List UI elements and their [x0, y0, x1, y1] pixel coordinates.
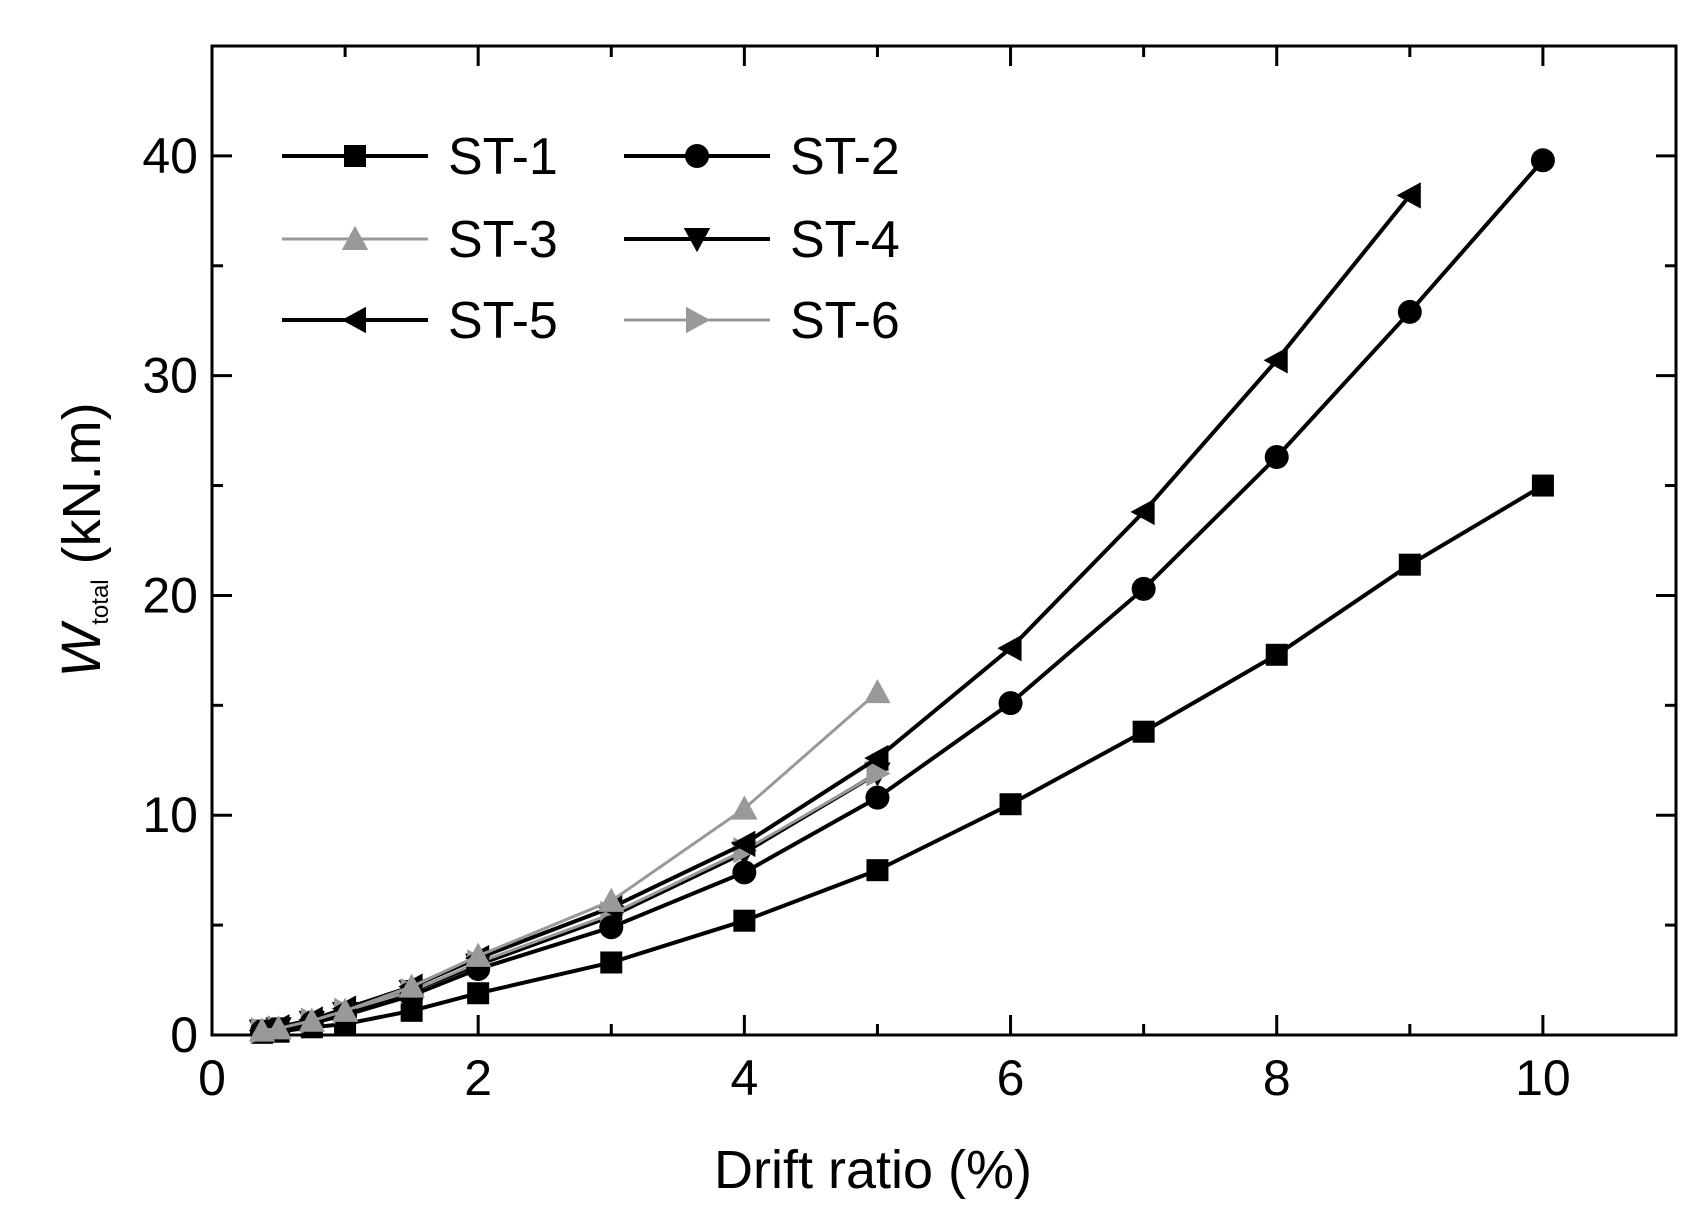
data-point-st-6: [866, 760, 891, 787]
x-tick-label: 0: [198, 1050, 226, 1106]
x-tick-label: 2: [464, 1050, 492, 1106]
legend-entry-st-4: ST-4: [624, 211, 900, 269]
y-tick-label: 0: [170, 1007, 198, 1063]
data-point-st-1: [1398, 553, 1421, 576]
data-point-st-5: [1130, 498, 1155, 526]
data-point-st-1: [999, 793, 1022, 816]
data-point-st-2: [599, 915, 624, 940]
y-tick-label: 40: [142, 128, 198, 184]
series-line-st-4: [261, 771, 879, 1033]
y-tick-label: 30: [142, 348, 198, 404]
data-point-st-5: [1396, 182, 1421, 209]
data-point-st-5: [997, 634, 1022, 662]
y-tick-label: 10: [142, 787, 198, 843]
plot-frame: [210, 44, 1678, 1037]
data-point-st-3: [731, 795, 758, 820]
series-line-st-1: [261, 483, 1544, 1035]
legend-marker-st-1: [344, 145, 366, 167]
series-st-1: [250, 474, 1554, 1044]
data-point-st-1: [600, 951, 623, 974]
data-point-st-2: [865, 785, 890, 810]
legend: ST-1 ST-2 ST-3 ST-4 ST-5 ST-6: [282, 128, 900, 350]
data-point-st-3: [398, 973, 425, 998]
y-axis-title-main: W: [49, 620, 112, 678]
y-axis-title: Wtotal (kN.m): [49, 402, 114, 677]
x-tick-label: 10: [1515, 1050, 1571, 1106]
series-line-st-6: [261, 772, 879, 1033]
data-point-st-2: [732, 860, 757, 885]
data-point-st-1: [866, 859, 889, 882]
data-point-st-5: [731, 830, 756, 857]
legend-marker-st-3: [341, 225, 369, 250]
legend-marker-st-4: [683, 228, 711, 253]
data-point-st-3: [864, 678, 891, 704]
y-tick-label: 20: [142, 567, 198, 623]
series-line-st-2: [261, 158, 1545, 1034]
x-tick-label: 8: [1263, 1050, 1291, 1106]
x-tick-label: 4: [730, 1050, 758, 1106]
data-point-st-2: [1264, 444, 1289, 469]
x-axis-title: Drift ratio (%): [714, 1140, 1032, 1200]
data-point-st-3: [331, 997, 359, 1022]
data-point-st-1: [1265, 643, 1288, 666]
data-point-st-1: [733, 909, 756, 932]
data-point-st-2: [1131, 576, 1156, 601]
legend-label-st-2: ST-2: [790, 128, 900, 186]
data-point-st-3: [265, 1015, 292, 1040]
y-axis-title-units: (kN.m): [52, 402, 112, 579]
series-st-2: [249, 148, 1555, 1044]
series-line-st-3: [261, 691, 879, 1033]
data-point-st-1: [1132, 720, 1155, 743]
legend-label-st-5: ST-5: [448, 292, 558, 350]
plot-frame-layer: [210, 44, 1678, 1037]
legend-entry-st-5: ST-5: [282, 292, 558, 350]
y-axis-title-subscript: total: [87, 579, 114, 624]
data-point-st-3: [298, 1007, 326, 1032]
data-point-st-1: [467, 982, 490, 1005]
legend-entry-st-2: ST-2: [624, 128, 900, 186]
x-tick-label: 6: [997, 1050, 1025, 1106]
data-point-st-5: [1263, 347, 1288, 374]
series-st-3: [248, 678, 891, 1042]
series-layer: [248, 148, 1555, 1044]
legend-entry-st-1: ST-1: [282, 128, 558, 186]
legend-entry-st-3: ST-3: [282, 211, 558, 269]
data-point-st-2: [1530, 148, 1555, 173]
legend-label-st-6: ST-6: [790, 292, 900, 350]
data-point-st-3: [464, 942, 492, 967]
legend-label-st-3: ST-3: [448, 211, 558, 269]
data-point-st-2: [1397, 299, 1422, 324]
legend-marker-st-5: [341, 306, 366, 334]
ticks-layer: 0 2 4 6 8 10 0 10 20 30 40: [142, 46, 1676, 1106]
data-point-st-2: [998, 691, 1023, 716]
data-point-st-5: [864, 744, 889, 772]
legend-label-st-4: ST-4: [790, 211, 900, 269]
legend-marker-st-2: [685, 144, 709, 168]
legend-entry-st-6: ST-6: [624, 292, 900, 350]
data-point-st-1: [1531, 474, 1554, 497]
legend-marker-st-6: [686, 306, 711, 334]
data-point-st-3: [598, 887, 625, 912]
legend-label-st-1: ST-1: [448, 128, 558, 186]
